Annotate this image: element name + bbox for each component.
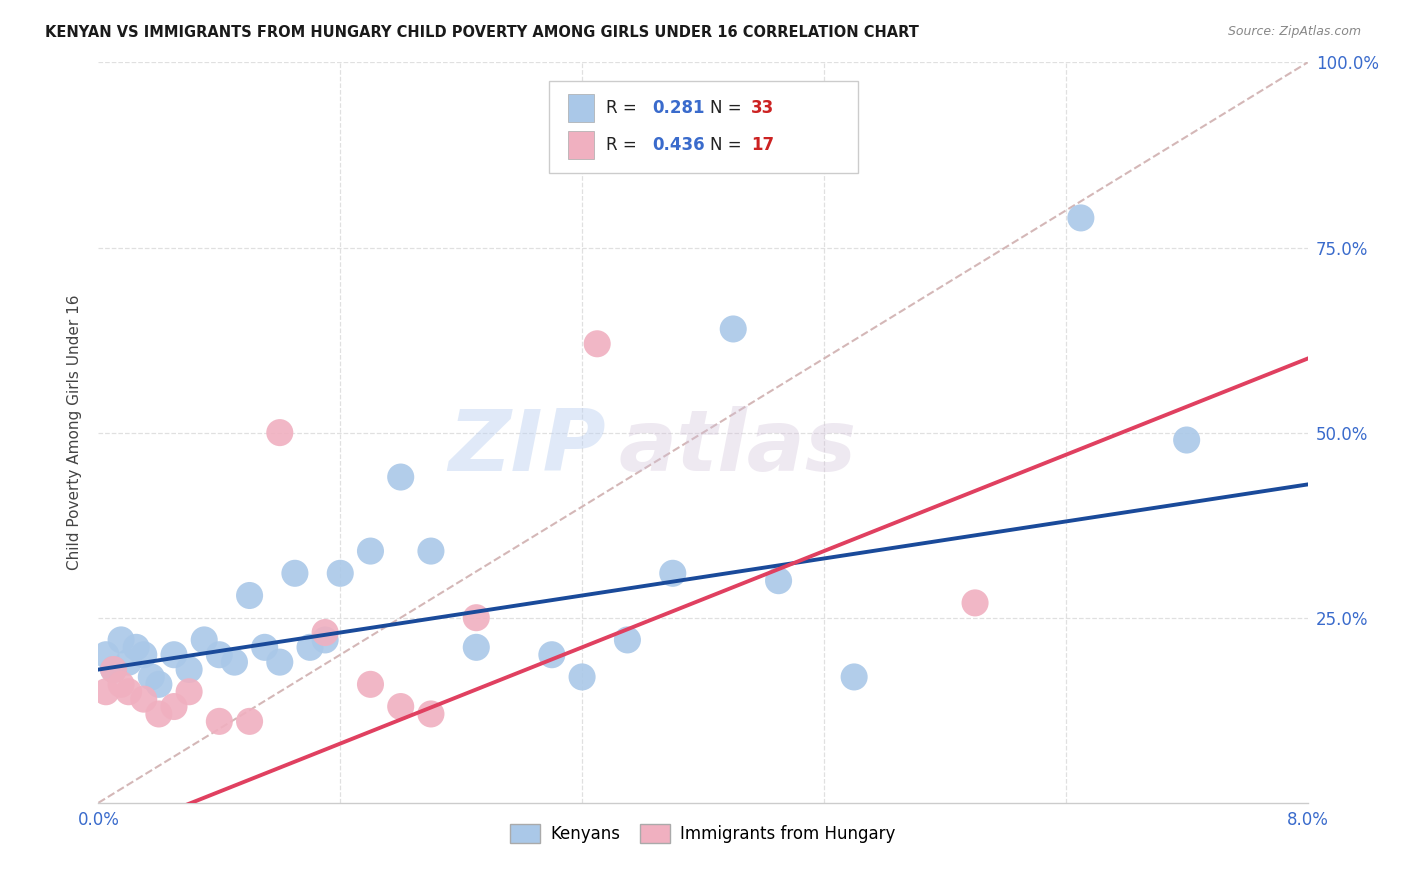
Legend: Kenyans, Immigrants from Hungary: Kenyans, Immigrants from Hungary xyxy=(503,817,903,850)
Point xyxy=(103,663,125,677)
Point xyxy=(239,589,262,603)
Point xyxy=(253,640,276,655)
Point xyxy=(1070,211,1092,225)
Point xyxy=(132,692,155,706)
Text: 17: 17 xyxy=(751,136,775,154)
Point xyxy=(94,648,117,662)
Point xyxy=(208,648,231,662)
Point xyxy=(132,648,155,662)
Text: 33: 33 xyxy=(751,99,775,118)
Point xyxy=(540,648,562,662)
FancyBboxPatch shape xyxy=(550,81,858,173)
Point xyxy=(768,574,790,588)
Point xyxy=(616,632,638,647)
Point xyxy=(118,655,141,669)
Point xyxy=(314,625,336,640)
Text: atlas: atlas xyxy=(619,406,856,489)
Point xyxy=(465,610,488,624)
Point xyxy=(224,655,246,669)
Point xyxy=(179,685,201,699)
Point xyxy=(389,699,412,714)
Point xyxy=(141,670,163,684)
Point xyxy=(299,640,322,655)
Point xyxy=(571,670,593,684)
Y-axis label: Child Poverty Among Girls Under 16: Child Poverty Among Girls Under 16 xyxy=(66,295,82,570)
Point xyxy=(314,632,336,647)
FancyBboxPatch shape xyxy=(568,94,595,121)
Point xyxy=(148,706,170,721)
Text: N =: N = xyxy=(710,99,747,118)
Point xyxy=(269,655,291,669)
Point xyxy=(163,699,186,714)
Text: KENYAN VS IMMIGRANTS FROM HUNGARY CHILD POVERTY AMONG GIRLS UNDER 16 CORRELATION: KENYAN VS IMMIGRANTS FROM HUNGARY CHILD … xyxy=(45,25,920,40)
Point xyxy=(110,632,132,647)
Text: 0.436: 0.436 xyxy=(652,136,704,154)
Point xyxy=(118,685,141,699)
Point xyxy=(239,714,262,729)
Point xyxy=(193,632,215,647)
Point xyxy=(163,648,186,662)
Point xyxy=(110,677,132,691)
Point xyxy=(103,663,125,677)
Text: R =: R = xyxy=(606,99,643,118)
Text: 0.281: 0.281 xyxy=(652,99,704,118)
Text: ZIP: ZIP xyxy=(449,406,606,489)
Point xyxy=(389,470,412,484)
Text: N =: N = xyxy=(710,136,747,154)
Text: Source: ZipAtlas.com: Source: ZipAtlas.com xyxy=(1227,25,1361,38)
FancyBboxPatch shape xyxy=(568,130,595,159)
Point xyxy=(148,677,170,691)
Point xyxy=(465,640,488,655)
Point xyxy=(661,566,683,581)
Point xyxy=(329,566,352,581)
Point xyxy=(571,92,593,106)
Point xyxy=(284,566,307,581)
Point xyxy=(844,670,866,684)
Point xyxy=(1175,433,1198,447)
Point xyxy=(723,322,745,336)
Text: R =: R = xyxy=(606,136,643,154)
Point xyxy=(94,685,117,699)
Point xyxy=(125,640,148,655)
Point xyxy=(420,544,443,558)
Point xyxy=(965,596,987,610)
Point xyxy=(420,706,443,721)
Point xyxy=(360,677,382,691)
Point xyxy=(269,425,291,440)
Point xyxy=(208,714,231,729)
Point xyxy=(179,663,201,677)
Point xyxy=(586,336,609,351)
Point xyxy=(360,544,382,558)
